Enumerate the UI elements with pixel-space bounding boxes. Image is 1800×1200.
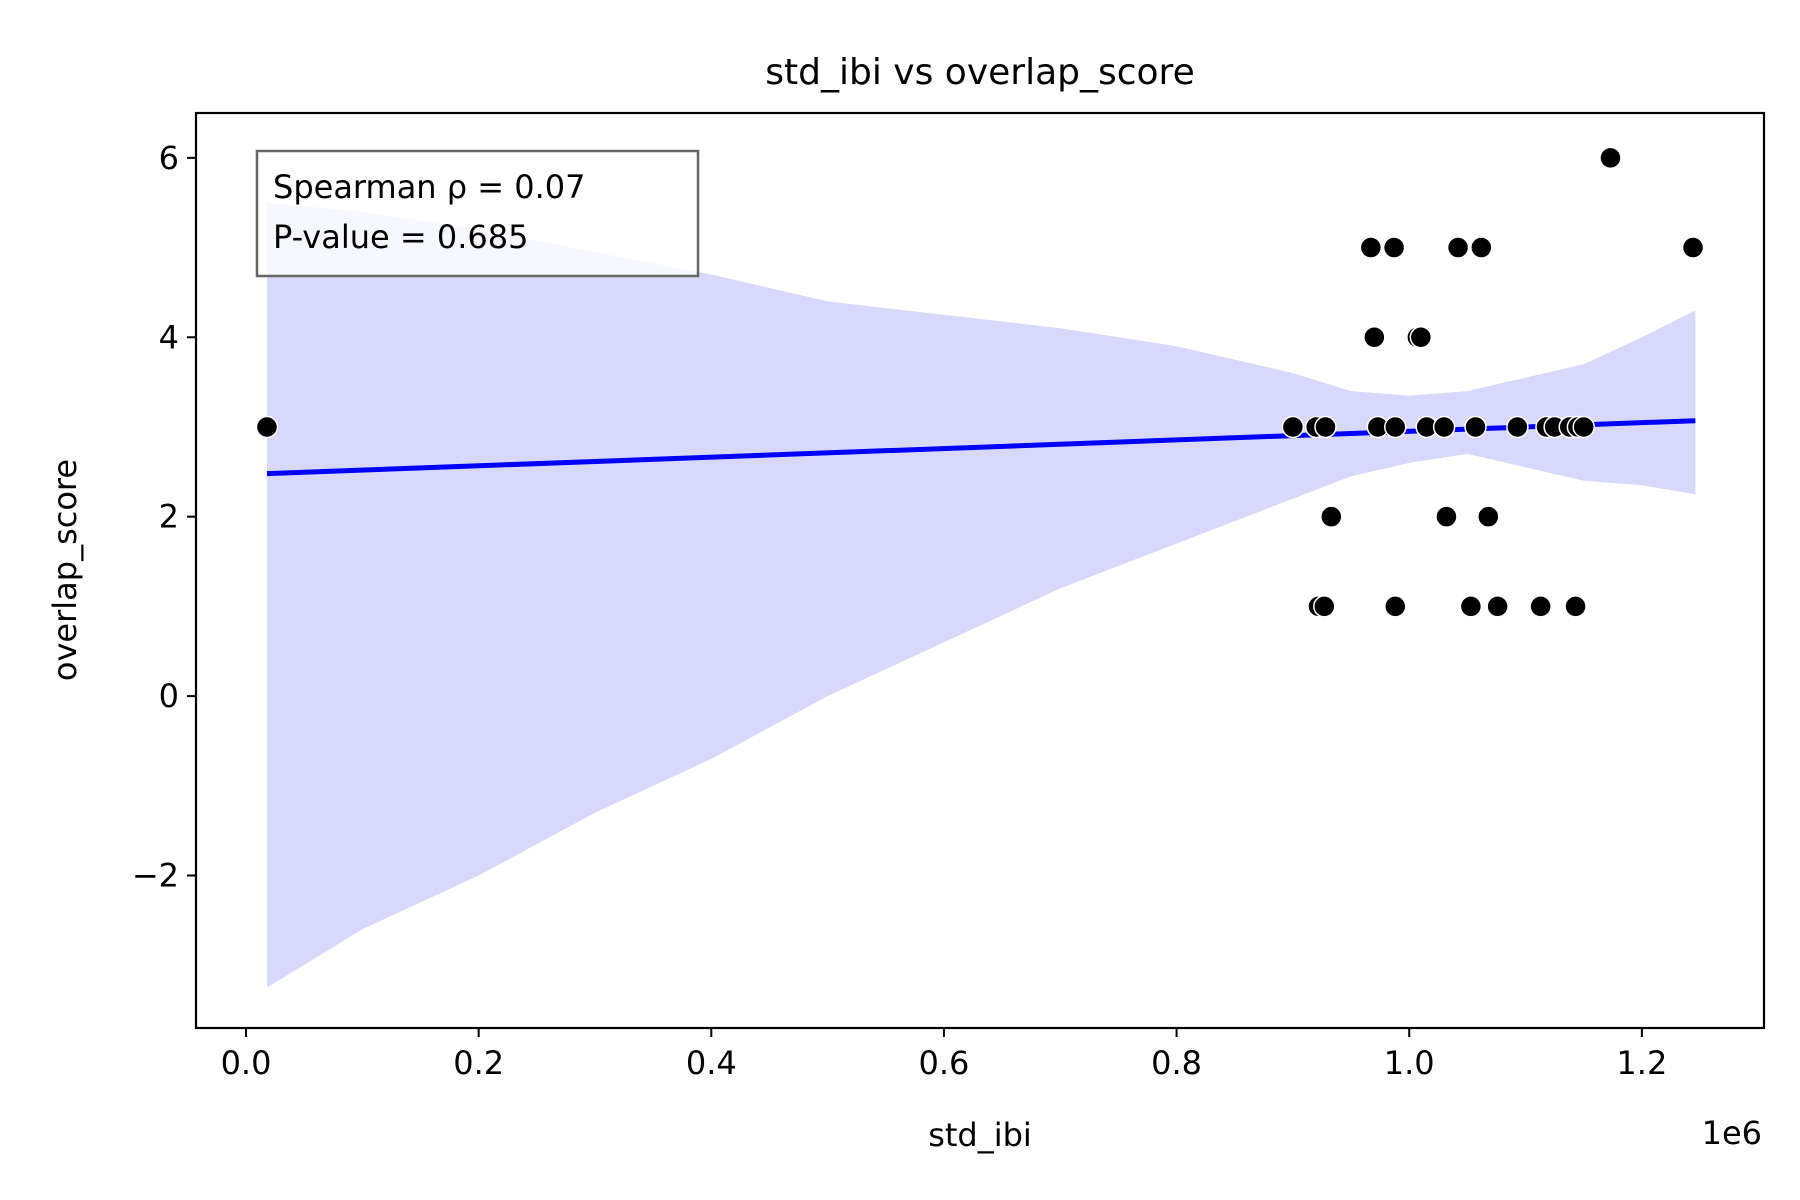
scatter-point [1477,505,1500,528]
scatter-point [1432,415,1456,439]
scatter-point [1435,505,1458,528]
x-tick-label: 0.2 [453,1044,504,1082]
regression-line [266,418,1696,477]
confidence-band-layer [267,202,1696,988]
scatter-point [1359,236,1383,259]
scatter-point [1313,595,1336,618]
scatter-point [1506,415,1529,439]
scatter-point [1446,236,1470,259]
chart-title: std_ibi vs overlap_score [765,52,1194,93]
y-tick-label: 4 [159,318,179,356]
x-tick-label: 1.2 [1616,1044,1667,1082]
x-axis-label: std_ibi [928,1116,1032,1154]
scatter-point [1470,236,1493,259]
scatter-point [1599,146,1622,170]
scatter-point [1281,415,1305,439]
scatter-point [1564,595,1587,618]
x-axis-offset-label: 1e6 [1702,1114,1762,1152]
scatter-point [1384,415,1407,439]
plot-frame [194,111,1766,1030]
scatter-point [1314,415,1337,439]
scatter-point [1363,326,1386,349]
annotation-pvalue: P-value = 0.685 [273,218,528,256]
x-axis-ticks: 0.0 0.2 0.4 0.6 0.8 1.0 1.2 [221,1028,1667,1082]
scatter-point [1384,595,1407,618]
y-axis-ticks: −2 0 2 4 6 [132,139,196,895]
y-tick-label: −2 [132,857,179,895]
scatter-point [1529,595,1552,618]
x-tick-label: 0.0 [221,1044,272,1082]
scatter-point [1409,326,1433,349]
x-tick-label: 1.0 [1384,1044,1435,1082]
x-tick-label: 0.6 [918,1044,969,1082]
scatter-point [1681,236,1705,259]
scatter-point [1459,595,1483,618]
scatter-point [255,415,279,439]
annotation-spearman: Spearman ρ = 0.07 [273,168,585,206]
scatter-point [1486,595,1509,618]
scatter-point [1572,415,1595,439]
annotation-box [255,149,700,278]
scatter-point [1382,236,1406,259]
x-tick-label: 0.8 [1151,1044,1202,1082]
y-tick-label: 2 [159,498,179,536]
y-tick-label: 0 [159,677,179,715]
y-tick-label: 6 [159,139,179,177]
stats-annotation: Spearman ρ = 0.07 P-value = 0.685 [255,149,700,278]
y-axis-label: overlap_score [46,459,84,681]
regression-line-layer [266,418,1696,477]
confidence-band [267,202,1696,988]
scatter-points-layer [255,146,1705,618]
scatter-point [1464,415,1487,439]
scatter-point [1320,505,1343,528]
x-tick-label: 0.4 [686,1044,737,1082]
